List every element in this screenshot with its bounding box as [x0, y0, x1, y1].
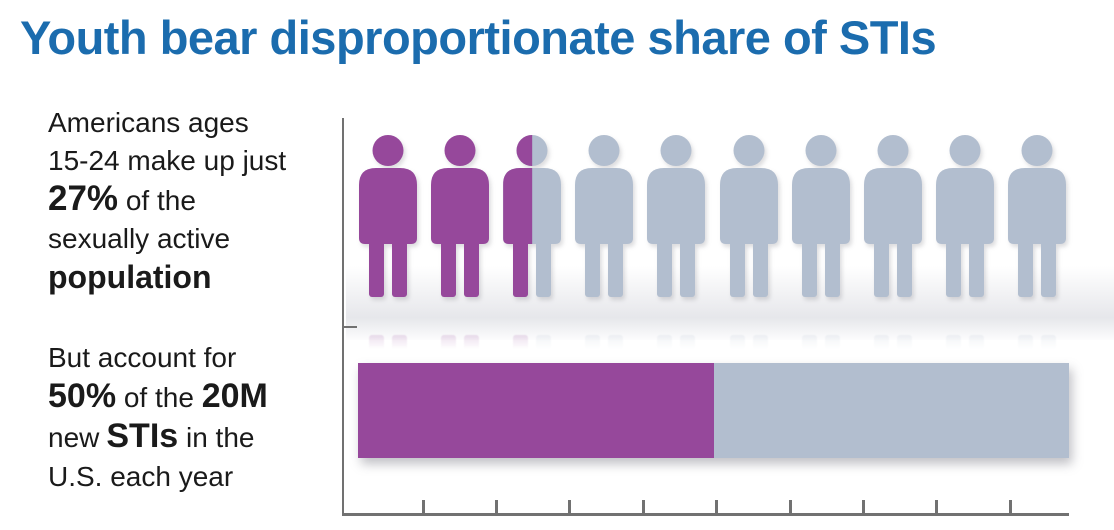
stat2-line3-pre: new [48, 422, 100, 453]
stat-line: U.S. each year [48, 457, 268, 496]
person-icon [647, 333, 705, 349]
stat1-line4: sexually active [48, 223, 231, 254]
person-icon [359, 134, 417, 299]
x-axis-tick [421, 500, 425, 513]
person-icon [936, 333, 994, 349]
pictogram-reflection [343, 333, 1114, 349]
x-axis-tick [935, 500, 939, 513]
person-icon-half-overlay [503, 134, 533, 299]
person-icon [1007, 134, 1066, 299]
person-icon-split [503, 333, 561, 349]
person-icon [1008, 333, 1066, 349]
person-icon [791, 134, 850, 299]
stat2-line2-mid: of the [116, 382, 202, 413]
x-axis-tick [641, 500, 645, 513]
x-axis-tick [715, 500, 719, 513]
stat1-line1: Americans ages [48, 107, 249, 138]
stat-population-share: Americans ages 15-24 make up just 27% of… [48, 104, 286, 298]
stat2-line4: U.S. each year [48, 461, 234, 492]
stat2-line1: But account for [48, 342, 237, 373]
person-icon [647, 134, 706, 299]
person-icon [935, 134, 994, 299]
person-icon [720, 333, 778, 349]
x-axis-tick [494, 500, 498, 513]
bar-segment-rest [713, 363, 1069, 458]
stat-line: 27% of the [48, 180, 286, 220]
x-axis-ticks [342, 500, 1069, 513]
x-axis-tick [861, 500, 865, 513]
stat2-50pct-value: 50% [48, 377, 117, 415]
x-axis-tick [788, 500, 792, 513]
stat2-20m-value: 20M [201, 377, 268, 415]
stat-sti-share: But account for 50% of the 20M new STIs i… [48, 338, 268, 496]
y-axis-line [342, 118, 344, 515]
stat1-line2: 15-24 make up just [48, 145, 287, 176]
stat-line: But account for [48, 338, 268, 377]
sti-stacked-bar [358, 363, 1069, 458]
stat-line: Americans ages [48, 104, 286, 142]
person-icon [575, 333, 633, 349]
person-icon-split [503, 134, 562, 299]
x-axis-line [342, 513, 1069, 516]
person-icon [863, 134, 922, 299]
stat1-27pct-value: 27% [48, 179, 119, 218]
bar-segment-youth [358, 363, 714, 458]
y-axis-tick [342, 326, 357, 328]
stat2-stis-word: STIs [106, 417, 179, 455]
person-icon [864, 333, 922, 349]
stat-line: 15-24 make up just [48, 142, 286, 180]
person-icon [359, 333, 417, 349]
person-icon [792, 333, 850, 349]
stat-line: sexually active [48, 220, 286, 258]
person-icon [719, 134, 778, 299]
x-axis-tick [1008, 500, 1012, 513]
person-icon [431, 134, 490, 299]
person-icon [431, 333, 489, 349]
stat1-population-word: population [48, 259, 212, 295]
stat2-line3-post: in the [178, 422, 255, 453]
stat-line: new STIs in the [48, 417, 268, 457]
population-pictogram [343, 134, 1114, 299]
page-title: Youth bear disproportionate share of STI… [20, 11, 937, 64]
stat-line: 50% of the 20M [48, 377, 268, 417]
person-icon [575, 134, 634, 299]
x-axis-tick [568, 500, 572, 513]
stat-line: population [48, 258, 286, 298]
stat1-line3-rest: of the [118, 185, 196, 216]
